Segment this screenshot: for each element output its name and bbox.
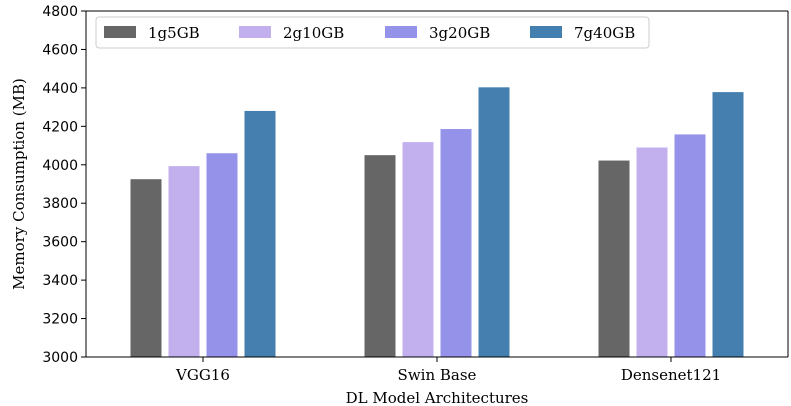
x-axis-label: DL Model Architectures: [346, 389, 529, 406]
bar-7g40GB-densenet121: [712, 92, 744, 358]
bar-3g20GB-densenet121: [674, 134, 706, 357]
y-tick-label: 4400: [42, 81, 78, 97]
legend-box: [95, 16, 650, 49]
y-tick-label: 3800: [42, 196, 78, 212]
bar-7g40GB-swin-base: [478, 87, 510, 357]
legend-swatch-1g5GB: [104, 26, 136, 38]
y-tick-label: 3400: [42, 273, 78, 289]
bar-1g5GB-vgg16: [130, 179, 162, 357]
bar-2g10GB-vgg16: [168, 166, 200, 357]
bar-1g5GB-densenet121: [598, 160, 630, 357]
legend-swatch-7g40GB: [530, 26, 562, 38]
bar-7g40GB-vgg16: [244, 110, 276, 357]
y-tick-label: 3600: [42, 235, 78, 251]
y-ticks-group: 3000 3200 3400 3600 3800 4000 4200 4400 4600 4800: [42, 4, 86, 366]
bars-group: [130, 87, 744, 358]
legend-swatch-3g20GB: [385, 26, 417, 38]
legend: 1g5GB 2g10GB 3g20GB 7g40GB: [95, 16, 650, 49]
legend-label-2g10GB: 2g10GB: [283, 24, 344, 42]
x-ticks-group: VGG16 Swin Base Densenet121: [175, 357, 721, 384]
bar-2g10GB-densenet121: [636, 147, 668, 357]
y-tick-label: 4200: [42, 119, 78, 135]
bar-3g20GB-vgg16: [206, 153, 238, 357]
y-axis-label: Memory Consumption (MB): [10, 78, 28, 290]
legend-swatch-2g10GB: [239, 26, 271, 38]
legend-label-7g40GB: 7g40GB: [574, 24, 635, 42]
x-tick-label: Densenet121: [621, 366, 721, 384]
legend-label-1g5GB: 1g5GB: [148, 24, 200, 42]
y-tick-label: 4000: [42, 158, 78, 174]
y-tick-label: 4600: [42, 42, 78, 58]
x-tick-label: VGG16: [175, 366, 230, 384]
bar-2g10GB-swin-base: [402, 142, 434, 357]
bar-1g5GB-swin-base: [364, 155, 396, 357]
legend-label-3g20GB: 3g20GB: [429, 24, 490, 42]
bar-3g20GB-swin-base: [440, 129, 472, 357]
y-tick-label: 3200: [42, 312, 78, 328]
y-tick-label: 4800: [42, 4, 78, 20]
x-tick-label: Swin Base: [398, 366, 477, 384]
y-tick-label: 3000: [42, 350, 78, 366]
